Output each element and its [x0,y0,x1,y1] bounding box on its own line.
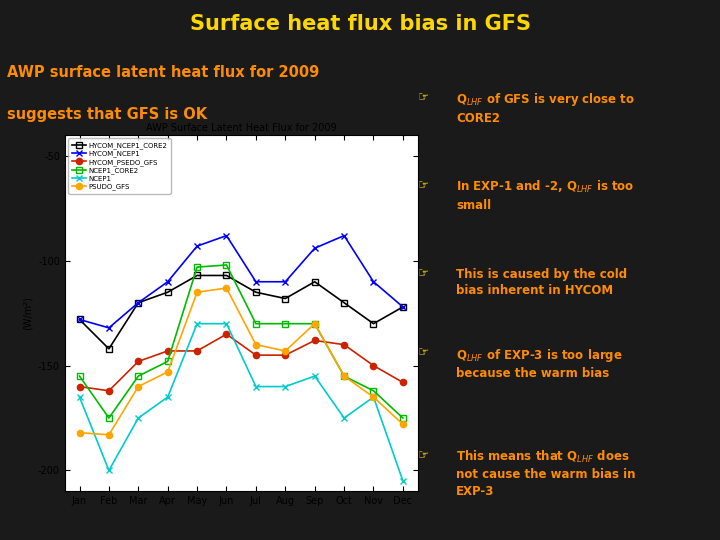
Y-axis label: (W/m²): (W/m²) [22,296,32,330]
Text: This means that Q$_{LHF}$ does
not cause the warm bias in
EXP-3: This means that Q$_{LHF}$ does not cause… [456,449,636,498]
Title: AWP Surface Latent Heat Flux for 2009: AWP Surface Latent Heat Flux for 2009 [146,123,336,133]
Text: ☞: ☞ [418,268,429,281]
Text: suggests that GFS is OK: suggests that GFS is OK [7,107,207,122]
Text: Q$_{LHF}$ of GFS is very close to
CORE2: Q$_{LHF}$ of GFS is very close to CORE2 [456,91,635,125]
Text: This is caused by the cold
bias inherent in HYCOM: This is caused by the cold bias inherent… [456,268,627,297]
Text: Q$_{LHF}$ of EXP-3 is too large
because the warm bias: Q$_{LHF}$ of EXP-3 is too large because … [456,347,623,380]
Legend: HYCOM_NCEP1_CORE2, HYCOM_NCEP1, HYCOM_PSEDO_GFS, NCEP1_CORE2, NCEP1, PSUDO_GFS: HYCOM_NCEP1_CORE2, HYCOM_NCEP1, HYCOM_PS… [68,138,171,194]
Text: Surface heat flux bias in GFS: Surface heat flux bias in GFS [189,14,531,35]
Text: ☞: ☞ [418,179,429,192]
Text: AWP surface latent heat flux for 2009: AWP surface latent heat flux for 2009 [7,65,320,80]
Text: In EXP-1 and -2, Q$_{LHF}$ is too
small: In EXP-1 and -2, Q$_{LHF}$ is too small [456,179,634,212]
Text: ☞: ☞ [418,347,429,360]
Text: ☞: ☞ [418,91,429,104]
Text: ☞: ☞ [418,449,429,462]
